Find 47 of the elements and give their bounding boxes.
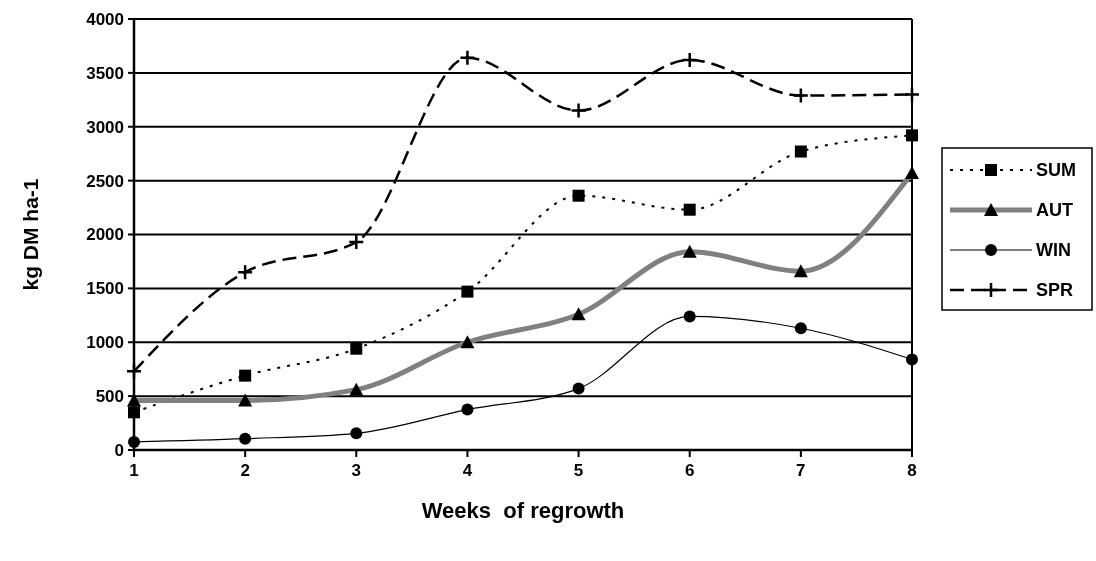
legend-label: SUM [1036,160,1076,181]
point [461,403,474,416]
x-tick-label: 8 [907,461,917,480]
x-axis-title: Weeks of regrowth [421,498,625,523]
legend-label: WIN [1036,240,1071,261]
point [572,189,585,202]
y-tick-label: 2000 [86,225,124,245]
point [903,86,921,103]
x-tick-label: 2 [240,461,250,480]
point [239,369,252,382]
y-tick-label: 500 [95,387,124,407]
point [239,432,252,445]
point [683,310,696,323]
point [906,353,918,366]
y-tick-label: 1500 [86,279,124,299]
y-axis-title: kg DM ha-1 [19,178,42,291]
point [350,342,363,355]
point [461,285,474,298]
legend-label: SPR [1036,280,1074,301]
x-tick-label: 3 [351,461,362,480]
y-tick-label: 3500 [86,63,124,83]
legend-label: AUT [1036,200,1073,221]
point [683,203,696,216]
x-tick-label: 7 [796,461,806,480]
y-tick-label: 2500 [86,171,124,191]
point [350,427,363,440]
point [792,87,810,104]
point [348,233,365,251]
point [572,382,585,395]
point [681,51,698,69]
point [128,406,140,419]
x-tick-label: 6 [684,461,695,480]
point [794,145,807,158]
point [128,435,140,448]
point [906,129,918,142]
point [236,263,254,281]
point [794,322,807,335]
point [570,102,587,119]
point [125,363,143,380]
x-tick-label: 4 [462,461,473,480]
y-tick-label: 1000 [86,333,124,353]
point [459,49,476,67]
x-tick-label: 5 [573,461,584,480]
y-tick-label: 4000 [86,9,124,29]
y-tick-label: 3000 [86,117,124,137]
y-tick-label: 0 [114,440,124,460]
x-tick-label: 1 [129,461,139,480]
